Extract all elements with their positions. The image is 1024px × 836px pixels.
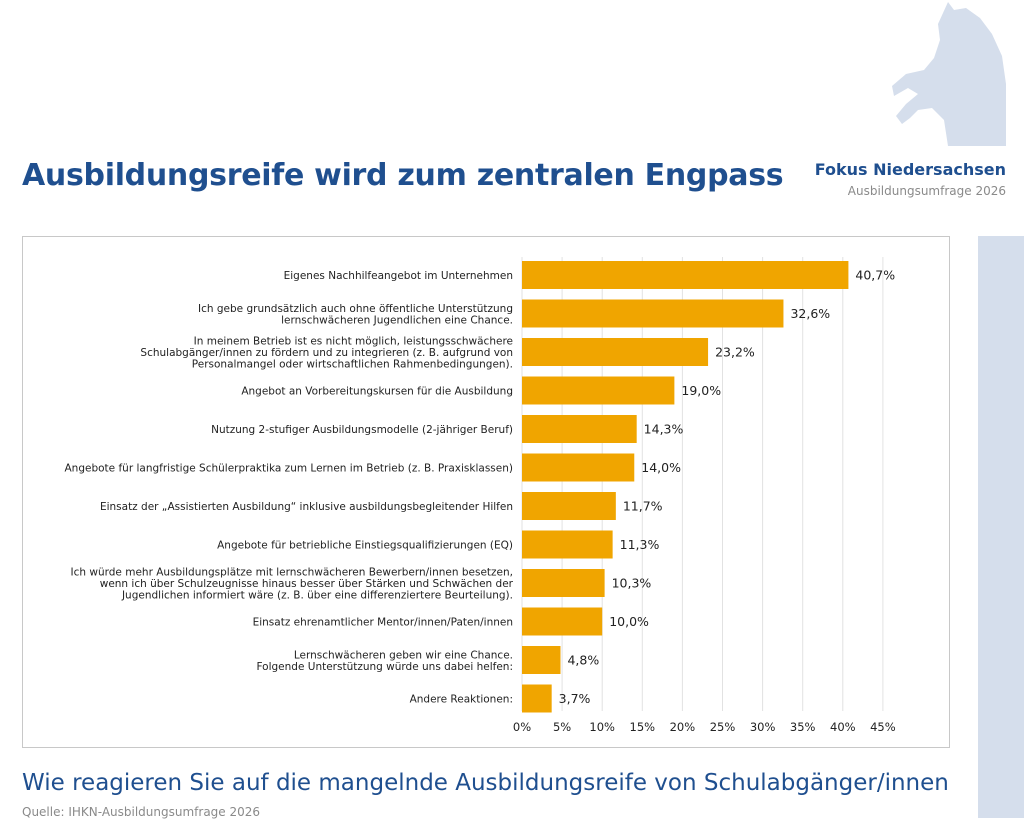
bar: [522, 415, 637, 443]
category-label-line: wenn ich über Schulzeugnisse hinaus bess…: [100, 578, 514, 590]
category-label: Andere Reaktionen:: [410, 694, 513, 706]
bar-chart: 0% 5% 10% 15% 20% 25% 30% 35% 40% 45% 40,7% Eigenes…: [65, 257, 896, 734]
bar: [522, 299, 784, 328]
category-label: Lernschwächeren geben wir eine Chance. Fo…: [257, 649, 513, 673]
category-label-line: Einsatz ehrenamtlicher Mentor/innen/Pate…: [253, 617, 513, 629]
survey-question: Wie reagieren Sie auf die mangelnde Ausb…: [22, 770, 949, 796]
bar: [522, 569, 605, 597]
category-label-line: lernschwächeren Jugendlichen eine Chance…: [281, 314, 513, 326]
category-label-line: Jugendlichen informiert wäre (z. B. über…: [121, 590, 513, 602]
value-label: 19,0%: [681, 383, 721, 398]
value-label: 10,0%: [609, 614, 649, 629]
value-label: 11,3%: [620, 537, 660, 552]
x-tick-label: 40%: [830, 720, 856, 734]
value-label: 23,2%: [715, 345, 755, 360]
category-label-line: Lernschwächeren geben wir eine Chance.: [294, 649, 513, 661]
category-label-line: Eigenes Nachhilfeangebot im Unternehmen: [284, 270, 513, 282]
horse-icon: [892, 2, 1006, 146]
category-label: Angebote für betriebliche Einstiegsquali…: [217, 540, 513, 552]
bar: [522, 453, 635, 482]
category-label: Einsatz ehrenamtlicher Mentor/innen/Pate…: [253, 617, 513, 629]
category-label: Einsatz der „Assistierten Ausbildung“ in…: [100, 501, 513, 513]
bar: [522, 261, 849, 289]
x-tick-label: 45%: [870, 720, 896, 734]
x-tick-label: 0%: [513, 720, 531, 734]
bar: [522, 684, 552, 713]
category-label-line: Einsatz der „Assistierten Ausbildung“ in…: [100, 501, 513, 513]
category-label-line: In meinem Betrieb ist es nicht möglich, …: [194, 336, 513, 348]
horse-logo-shape: [892, 2, 1006, 146]
value-label: 10,3%: [612, 576, 652, 591]
page-title: Ausbildungsreife wird zum zentralen Engp…: [22, 158, 784, 193]
bar: [522, 607, 603, 636]
category-label-line: Folgende Unterstützung würde uns dabei h…: [257, 661, 513, 673]
category-label-line: Angebote für betriebliche Einstiegsquali…: [217, 540, 513, 552]
category-label: Nutzung 2-stufiger Ausbildungsmodelle (2…: [211, 424, 513, 436]
value-label: 14,0%: [641, 460, 681, 475]
category-label-line: Schulabgänger/innen zu fördern und zu in…: [140, 347, 513, 359]
x-tick-label: 30%: [750, 720, 776, 734]
category-label-line: Personalmangel oder wirtschaftlichen Rah…: [192, 359, 513, 371]
category-label: Eigenes Nachhilfeangebot im Unternehmen: [284, 270, 513, 282]
x-tick-label: 20%: [670, 720, 696, 734]
value-label: 11,7%: [623, 499, 663, 514]
side-band: [978, 236, 1024, 818]
value-label: 14,3%: [644, 422, 684, 437]
value-label: 40,7%: [855, 268, 895, 283]
x-tick-label: 25%: [710, 720, 736, 734]
category-label: Angebot an Vorbereitungskursen für die A…: [241, 386, 513, 398]
bar: [522, 530, 613, 559]
x-tick-label: 5%: [553, 720, 571, 734]
bar: [522, 492, 616, 520]
x-tick-label: 35%: [790, 720, 816, 734]
value-label: 3,7%: [559, 691, 591, 706]
value-label: 32,6%: [790, 306, 830, 321]
bar: [522, 338, 709, 366]
bar: [522, 376, 675, 405]
category-label: Ich gebe grundsätzlich auch ohne öffentl…: [198, 303, 513, 327]
category-label-line: Angebote für langfristige Schülerpraktik…: [65, 463, 514, 475]
category-label: Ich würde mehr Ausbildungsplätze mit ler…: [71, 567, 514, 602]
chart-frame: 0% 5% 10% 15% 20% 25% 30% 35% 40% 45% 40,7% Eigenes…: [22, 236, 950, 748]
brand-name: Fokus Niedersachsen: [814, 160, 1006, 179]
category-label: In meinem Betrieb ist es nicht möglich, …: [140, 336, 513, 371]
category-label-line: Nutzung 2-stufiger Ausbildungsmodelle (2…: [211, 424, 513, 436]
brand-block: Fokus Niedersachsen Ausbildungsumfrage 2…: [815, 160, 1006, 198]
category-label-line: Ich gebe grundsätzlich auch ohne öffentl…: [198, 303, 513, 315]
category-label-line: Ich würde mehr Ausbildungsplätze mit ler…: [71, 567, 513, 579]
value-label: 4,8%: [567, 653, 599, 668]
category-label-line: Angebot an Vorbereitungskursen für die A…: [241, 386, 513, 398]
brand-subtitle: Ausbildungsumfrage 2026: [847, 184, 1006, 198]
category-label: Angebote für langfristige Schülerpraktik…: [65, 463, 514, 475]
x-tick-label: 10%: [589, 720, 615, 734]
category-label-line: Andere Reaktionen:: [410, 694, 513, 706]
bar: [522, 646, 561, 674]
source-note: Quelle: IHKN-Ausbildungsumfrage 2026: [22, 805, 261, 819]
x-tick-label: 15%: [630, 720, 656, 734]
